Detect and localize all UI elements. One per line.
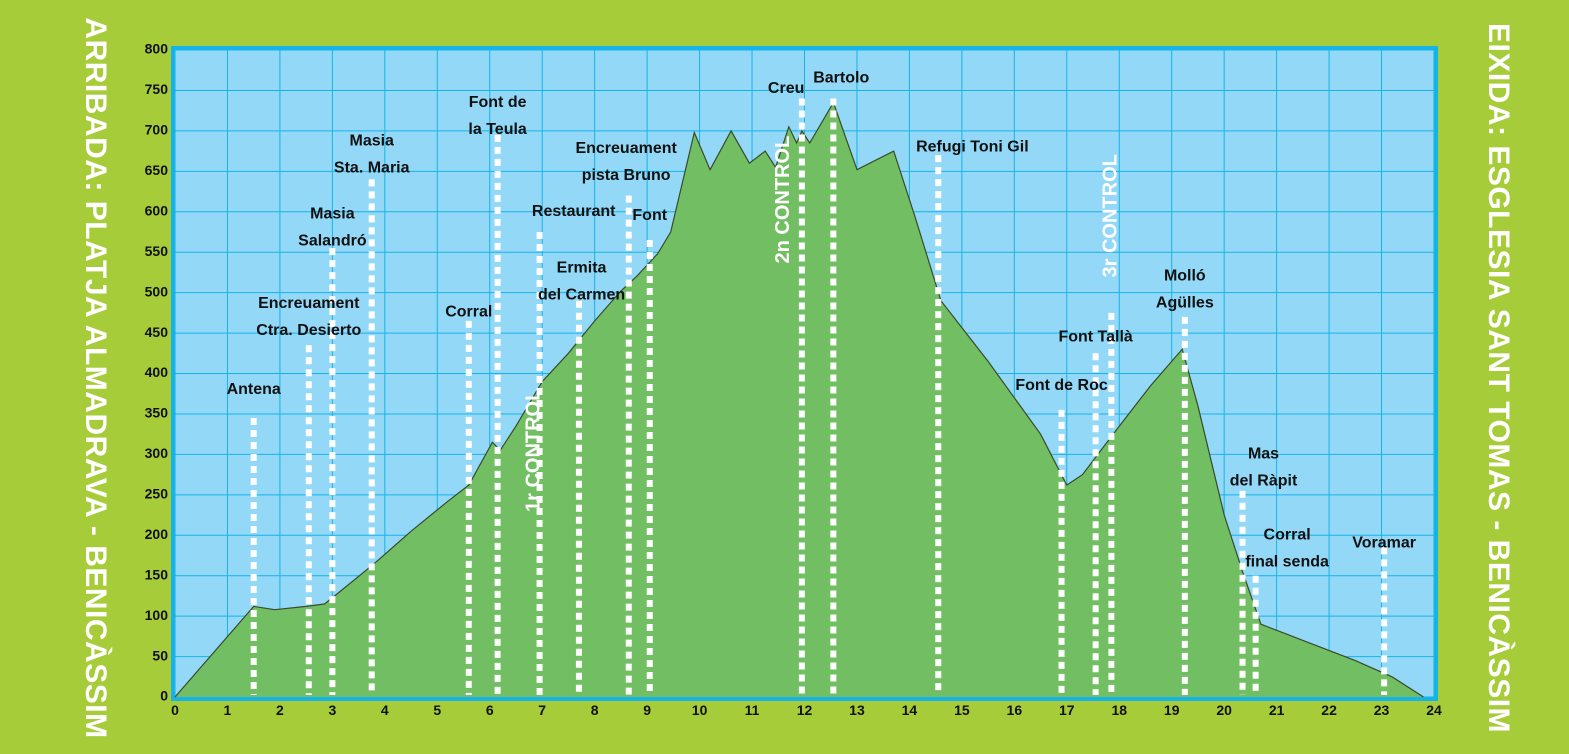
y-tick-label: 450 xyxy=(145,324,169,340)
x-tick-label: 21 xyxy=(1269,702,1285,718)
departure-label: EIXIDA: ESGLESIA SANT TOMAS - BENICÀSSIM xyxy=(1482,22,1515,734)
waypoint-label: Masia xyxy=(349,133,394,150)
x-tick-label: 6 xyxy=(486,702,494,718)
waypoint-label: Restaurant xyxy=(532,203,616,220)
y-tick-label: 50 xyxy=(152,647,168,663)
waypoint-label: Bartolo xyxy=(813,70,869,87)
x-tick-label: 7 xyxy=(538,702,546,718)
y-tick-label: 350 xyxy=(145,405,169,421)
x-tick-label: 5 xyxy=(433,702,441,718)
y-tick-label: 250 xyxy=(145,486,169,502)
x-tick-label: 2 xyxy=(276,702,284,718)
waypoint-label: Corral xyxy=(1264,526,1311,543)
elevation-line xyxy=(174,101,1424,698)
waypoint-label: Font de xyxy=(469,94,527,111)
y-tick-label: 650 xyxy=(145,162,169,178)
waypoint-label: Font Tallà xyxy=(1058,328,1132,345)
waypoint-label: final senda xyxy=(1245,553,1329,570)
x-tick-label: 13 xyxy=(849,702,865,718)
y-tick-label: 0 xyxy=(160,688,168,704)
y-tick-label: 800 xyxy=(145,41,169,57)
x-tick-label: 4 xyxy=(381,702,389,718)
waypoint-label: Agülles xyxy=(1156,295,1214,312)
waypoint-label: Salandró xyxy=(298,232,367,249)
waypoint-label: Masia xyxy=(310,205,355,222)
x-tick-label: 10 xyxy=(692,702,708,718)
y-tick-label: 500 xyxy=(145,283,169,299)
waypoint-label: Mas xyxy=(1248,446,1279,463)
waypoint-label: Refugi Toni Gil xyxy=(916,138,1029,155)
x-tick-label: 3 xyxy=(328,702,336,718)
waypoint-label: del Ràpit xyxy=(1230,473,1298,490)
x-tick-label: 14 xyxy=(902,702,918,718)
waypoint-label: del Carmen xyxy=(538,287,625,304)
x-tick-label: 8 xyxy=(591,702,599,718)
y-tick-label: 600 xyxy=(145,202,169,218)
waypoint-label: la Teula xyxy=(468,121,526,138)
waypoint-label: Font de Roc xyxy=(1015,377,1108,394)
x-tick-label: 23 xyxy=(1374,702,1390,718)
y-tick-label: 550 xyxy=(145,243,169,259)
y-tick-label: 100 xyxy=(145,607,169,623)
waypoint-label: Sta. Maria xyxy=(334,160,410,177)
x-tick-label: 17 xyxy=(1059,702,1075,718)
waypoint-label: pista Bruno xyxy=(582,167,671,184)
control-label: 2n CONTROL xyxy=(772,136,794,264)
x-tick-label: 18 xyxy=(1111,702,1127,718)
control-label: 3r CONTROL xyxy=(1100,154,1122,277)
waypoint-label: Molló xyxy=(1164,268,1206,285)
y-tick-label: 400 xyxy=(145,364,169,380)
control-label: 1r CONTROL xyxy=(523,389,545,512)
x-tick-label: 16 xyxy=(1007,702,1023,718)
waypoint-label: Font xyxy=(632,207,667,224)
y-tick-label: 150 xyxy=(145,566,169,582)
waypoint-label: Encreuament xyxy=(258,295,360,312)
x-tick-label: 24 xyxy=(1426,702,1442,718)
waypoint-label: Antena xyxy=(227,381,281,398)
x-tick-label: 20 xyxy=(1216,702,1232,718)
y-tick-label: 300 xyxy=(145,445,169,461)
x-tick-label: 22 xyxy=(1321,702,1337,718)
x-tick-label: 19 xyxy=(1164,702,1180,718)
waypoint-label: Encreuament xyxy=(575,140,677,157)
y-tick-label: 750 xyxy=(145,81,169,97)
y-tick-label: 200 xyxy=(145,526,169,542)
waypoint-label: Creu xyxy=(768,80,804,97)
waypoint-label: Ermita xyxy=(557,260,607,277)
y-tick-label: 700 xyxy=(145,122,169,138)
x-tick-label: 12 xyxy=(797,702,813,718)
x-tick-label: 0 xyxy=(171,702,179,718)
waypoint-label: Ctra. Desierto xyxy=(256,322,361,339)
x-tick-label: 9 xyxy=(643,702,651,718)
arrival-label: ARRIBADA: PLATJA ALMADRAVA - BENICÀSSIM xyxy=(79,17,112,739)
x-tick-label: 15 xyxy=(954,702,970,718)
waypoint-label: Voramar xyxy=(1352,535,1416,552)
x-tick-label: 11 xyxy=(745,702,760,718)
waypoint-label: Corral xyxy=(445,303,492,320)
x-tick-label: 1 xyxy=(224,702,232,718)
